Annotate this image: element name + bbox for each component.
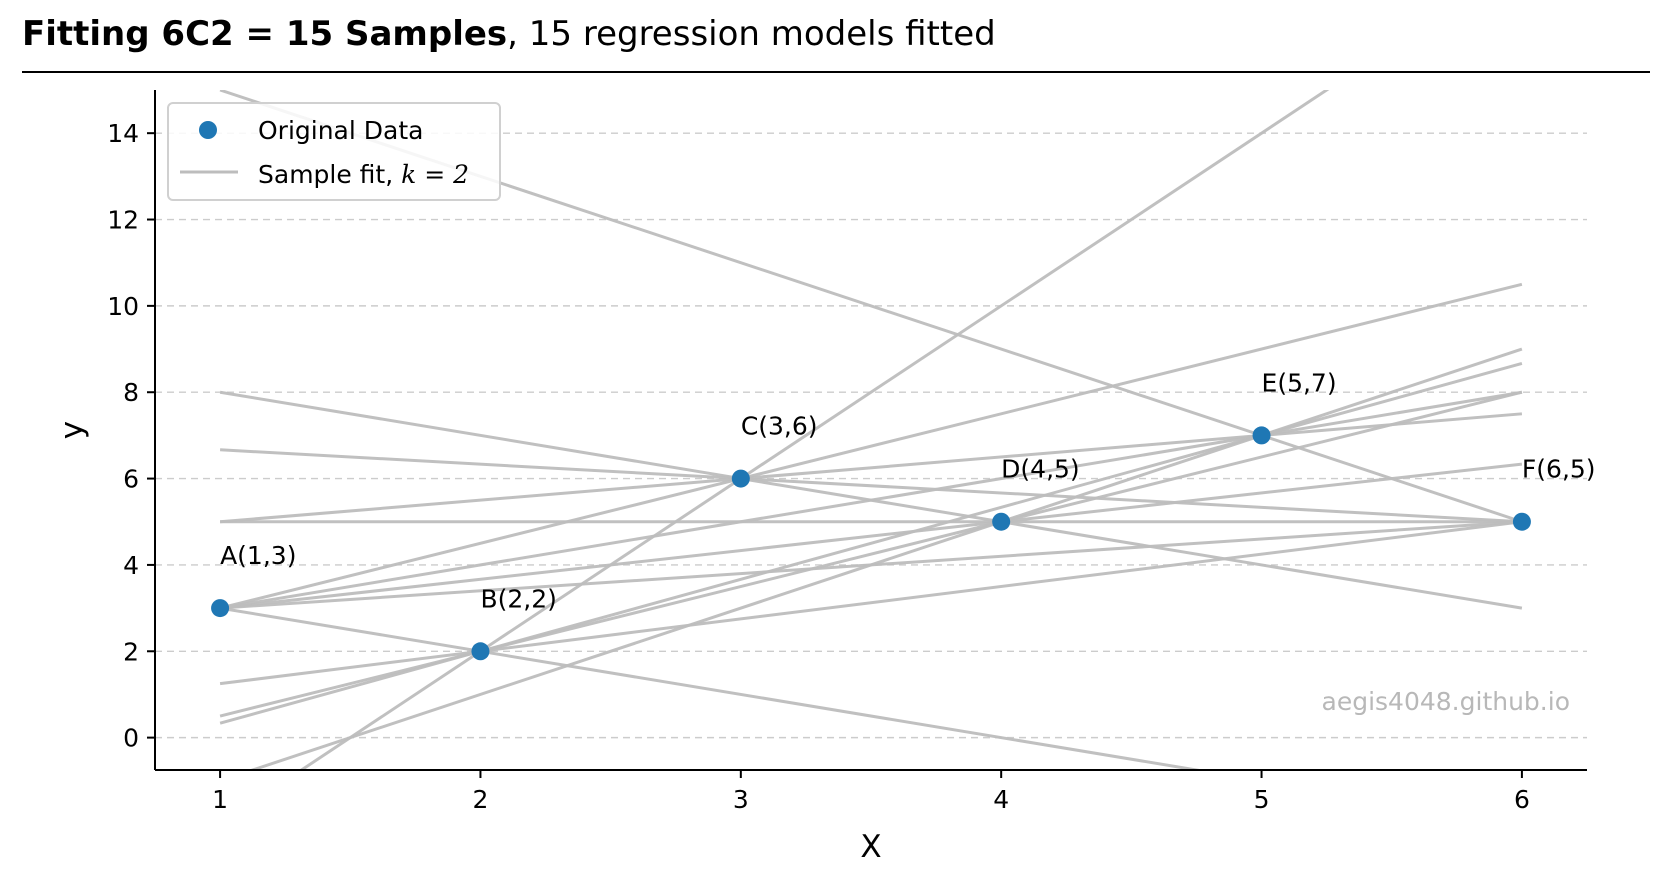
y-axis-label: y [54, 421, 90, 439]
fit-line-ad [219, 462, 1523, 610]
fit-line-ce [219, 412, 1523, 524]
x-axis-label: X [860, 829, 881, 865]
x-tick-label-1: 1 [212, 785, 228, 814]
fit-line-bf [219, 520, 1523, 686]
y-tick-label-14: 14 [107, 119, 139, 148]
chart-title: Fitting 6C2 = 15 Samples, 15 regression … [22, 14, 996, 54]
fit-line-cf [220, 448, 1522, 524]
point-label-c: C(3,6) [741, 412, 818, 441]
fit-line-bc [298, 90, 1330, 770]
point-f [1512, 512, 1531, 531]
fit-line-bd [219, 390, 1523, 718]
legend-label-original: Original Data [258, 116, 423, 145]
y-tick-label-12: 12 [107, 206, 139, 235]
point-e [1252, 426, 1271, 445]
y-tick-label-8: 8 [123, 378, 139, 407]
legend-marker-original [199, 121, 217, 139]
legend: Original Data Sample fit, k = 2 [167, 102, 501, 201]
watermark: aegis4048.github.io [1322, 687, 1570, 716]
y-tick-label-2: 2 [123, 637, 139, 666]
point-label-e: E(5,7) [1262, 368, 1337, 397]
point-label-f: F(6,5) [1522, 455, 1596, 484]
x-tick-label-3: 3 [733, 785, 749, 814]
grid-lines [155, 132, 1587, 739]
point-c [731, 469, 750, 488]
x-tick-label-2: 2 [473, 785, 489, 814]
fit-line-de [247, 347, 1523, 770]
point-labels: A(1,3) B(2,2) C(3,6) D(4,5) E(5,7) F(6,5) [220, 368, 1595, 613]
legend-box [167, 102, 501, 201]
point-a [211, 599, 230, 618]
fit-line-be [219, 361, 1523, 725]
y-tick-label-0: 0 [123, 724, 139, 753]
x-tick-label-5: 5 [1254, 785, 1270, 814]
point-label-b: B(2,2) [480, 584, 556, 613]
chart-title-bold: Fitting 6C2 = 15 Samples [22, 14, 508, 54]
y-tick-label-4: 4 [123, 551, 139, 580]
point-d [992, 512, 1011, 531]
y-tick-label-10: 10 [107, 292, 139, 321]
legend-math-k: k = 2 [401, 160, 469, 189]
point-b [471, 642, 490, 661]
y-tick-label-6: 6 [123, 465, 139, 494]
legend-label-sample: Sample fit, k = 2 [258, 160, 469, 189]
x-tick-label-4: 4 [993, 785, 1009, 814]
point-label-d: D(4,5) [1001, 455, 1080, 484]
fit-line-ac [219, 282, 1523, 610]
data-points [211, 426, 1531, 661]
fit-line-ab [219, 606, 1206, 770]
title-divider [22, 71, 1650, 73]
fit-line-cd [219, 390, 1523, 610]
point-label-a: A(1,3) [220, 541, 296, 570]
x-tick-label-6: 6 [1514, 785, 1530, 814]
chart-title-rest: , 15 regression models fitted [507, 14, 996, 54]
